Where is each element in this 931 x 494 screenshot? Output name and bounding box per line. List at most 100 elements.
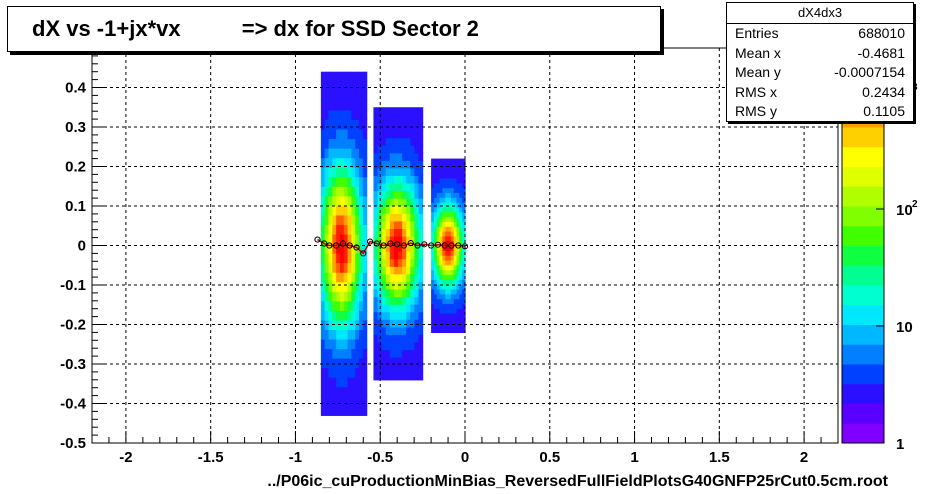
heatmap-cell: [373, 326, 379, 335]
heatmap-cell: [385, 288, 391, 298]
heatmap-cell: [414, 296, 420, 305]
heatmap-cell: [418, 198, 424, 207]
heatmap-cell: [439, 240, 443, 247]
heatmap-cell: [328, 253, 333, 264]
heatmap-cell: [402, 137, 407, 146]
heatmap-cell: [359, 300, 364, 311]
heatmap-cell: [433, 206, 438, 213]
heatmap-cell: [328, 348, 333, 359]
heatmap-cell: [320, 71, 326, 82]
heatmap-cell: [362, 81, 368, 92]
heatmap-cell: [373, 273, 379, 282]
heatmap-cell: [373, 129, 379, 139]
heatmap-cell: [332, 71, 337, 82]
heatmap-cell: [450, 313, 455, 319]
heatmap-cell: [393, 205, 399, 214]
heatmap-cell: [442, 187, 446, 193]
heatmap-cell: [362, 281, 368, 292]
heatmap-cell: [462, 235, 466, 242]
heatmap-cell: [456, 192, 460, 198]
heatmap-cell: [320, 405, 326, 416]
heatmap-cell: [359, 253, 364, 264]
heatmap-cell: [393, 357, 399, 366]
heatmap-cell: [445, 158, 449, 165]
profile-point: [421, 241, 428, 248]
heatmap-cell: [328, 214, 333, 226]
heatmap-cell: [436, 264, 441, 271]
heatmap-cell: [343, 167, 349, 178]
heatmap-cell: [385, 296, 391, 305]
heatmap-cell: [336, 291, 341, 302]
heatmap-cell: [381, 288, 387, 298]
heatmap-cell: [324, 386, 330, 397]
heatmap-cell: [448, 197, 452, 203]
stats-value: -0.4681: [857, 44, 905, 61]
heatmap-cell: [398, 122, 403, 131]
heatmap-cell: [359, 367, 364, 378]
heatmap-cell: [336, 253, 341, 264]
heatmap-cell: [450, 197, 455, 203]
heatmap-cell: [442, 216, 446, 222]
heatmap-cell: [393, 334, 399, 343]
heatmap-cell: [402, 349, 407, 358]
heatmap-cell: [410, 235, 416, 245]
heatmap-cell: [456, 264, 460, 271]
heatmap-cell: [343, 157, 349, 168]
heatmap-cell: [359, 329, 364, 340]
heatmap-cell: [347, 233, 353, 245]
heatmap-cell: [320, 291, 326, 302]
heatmap-cell: [373, 341, 379, 351]
profile-point: [394, 241, 401, 248]
heatmap-cell: [336, 214, 341, 226]
heatmap-cell: [450, 202, 455, 208]
palette-label: 10: [896, 202, 913, 219]
profile-point: [414, 242, 421, 249]
heatmap-cell: [339, 262, 345, 273]
heatmap-cell: [442, 192, 446, 198]
heatmap-cell: [362, 214, 368, 226]
heatmap-cell: [418, 114, 424, 123]
heatmap-cell: [373, 152, 379, 161]
heatmap-cell: [453, 158, 458, 165]
heatmap-cell: [347, 319, 353, 331]
heatmap-cell: [362, 262, 368, 273]
heatmap-cell: [347, 205, 353, 216]
stats-key: RMS y: [735, 103, 777, 119]
heatmap-cell: [414, 182, 420, 192]
heatmap-cell: [433, 264, 438, 271]
heatmap-cell: [442, 298, 446, 305]
heatmap-cell: [459, 158, 463, 165]
heatmap-cell: [328, 195, 333, 206]
heatmap-cell: [324, 367, 330, 378]
heatmap-cell: [462, 177, 466, 184]
heatmap-cell: [448, 235, 452, 242]
heatmap-cell: [351, 338, 356, 350]
heatmap-cell: [418, 326, 424, 335]
heatmap-cell: [456, 303, 460, 309]
heatmap-cell: [385, 349, 391, 358]
heatmap-cell: [320, 272, 326, 283]
heatmap-cell: [351, 224, 356, 235]
heatmap-cell: [406, 122, 411, 131]
heatmap-cell: [442, 177, 446, 184]
heatmap-cell: [320, 233, 326, 245]
heatmap-cell: [398, 129, 403, 139]
heatmap-cell: [445, 240, 449, 247]
heatmap-cell: [324, 291, 330, 302]
heatmap-cell: [332, 253, 337, 264]
heatmap-cell: [439, 259, 443, 266]
heatmap-cell: [414, 175, 420, 184]
heatmap-cell: [332, 367, 337, 378]
heatmap-cell: [398, 243, 403, 252]
heatmap-cell: [385, 190, 391, 199]
heatmap-cell: [398, 364, 403, 373]
heatmap-cell: [339, 319, 345, 331]
heatmap-cell: [336, 100, 341, 111]
heatmap-cell: [328, 329, 333, 340]
heatmap-cell: [439, 298, 443, 305]
heatmap-cell: [389, 319, 395, 328]
heatmap-cell: [339, 405, 345, 416]
heatmap-cell: [445, 327, 449, 333]
heatmap-cell: [445, 274, 449, 280]
